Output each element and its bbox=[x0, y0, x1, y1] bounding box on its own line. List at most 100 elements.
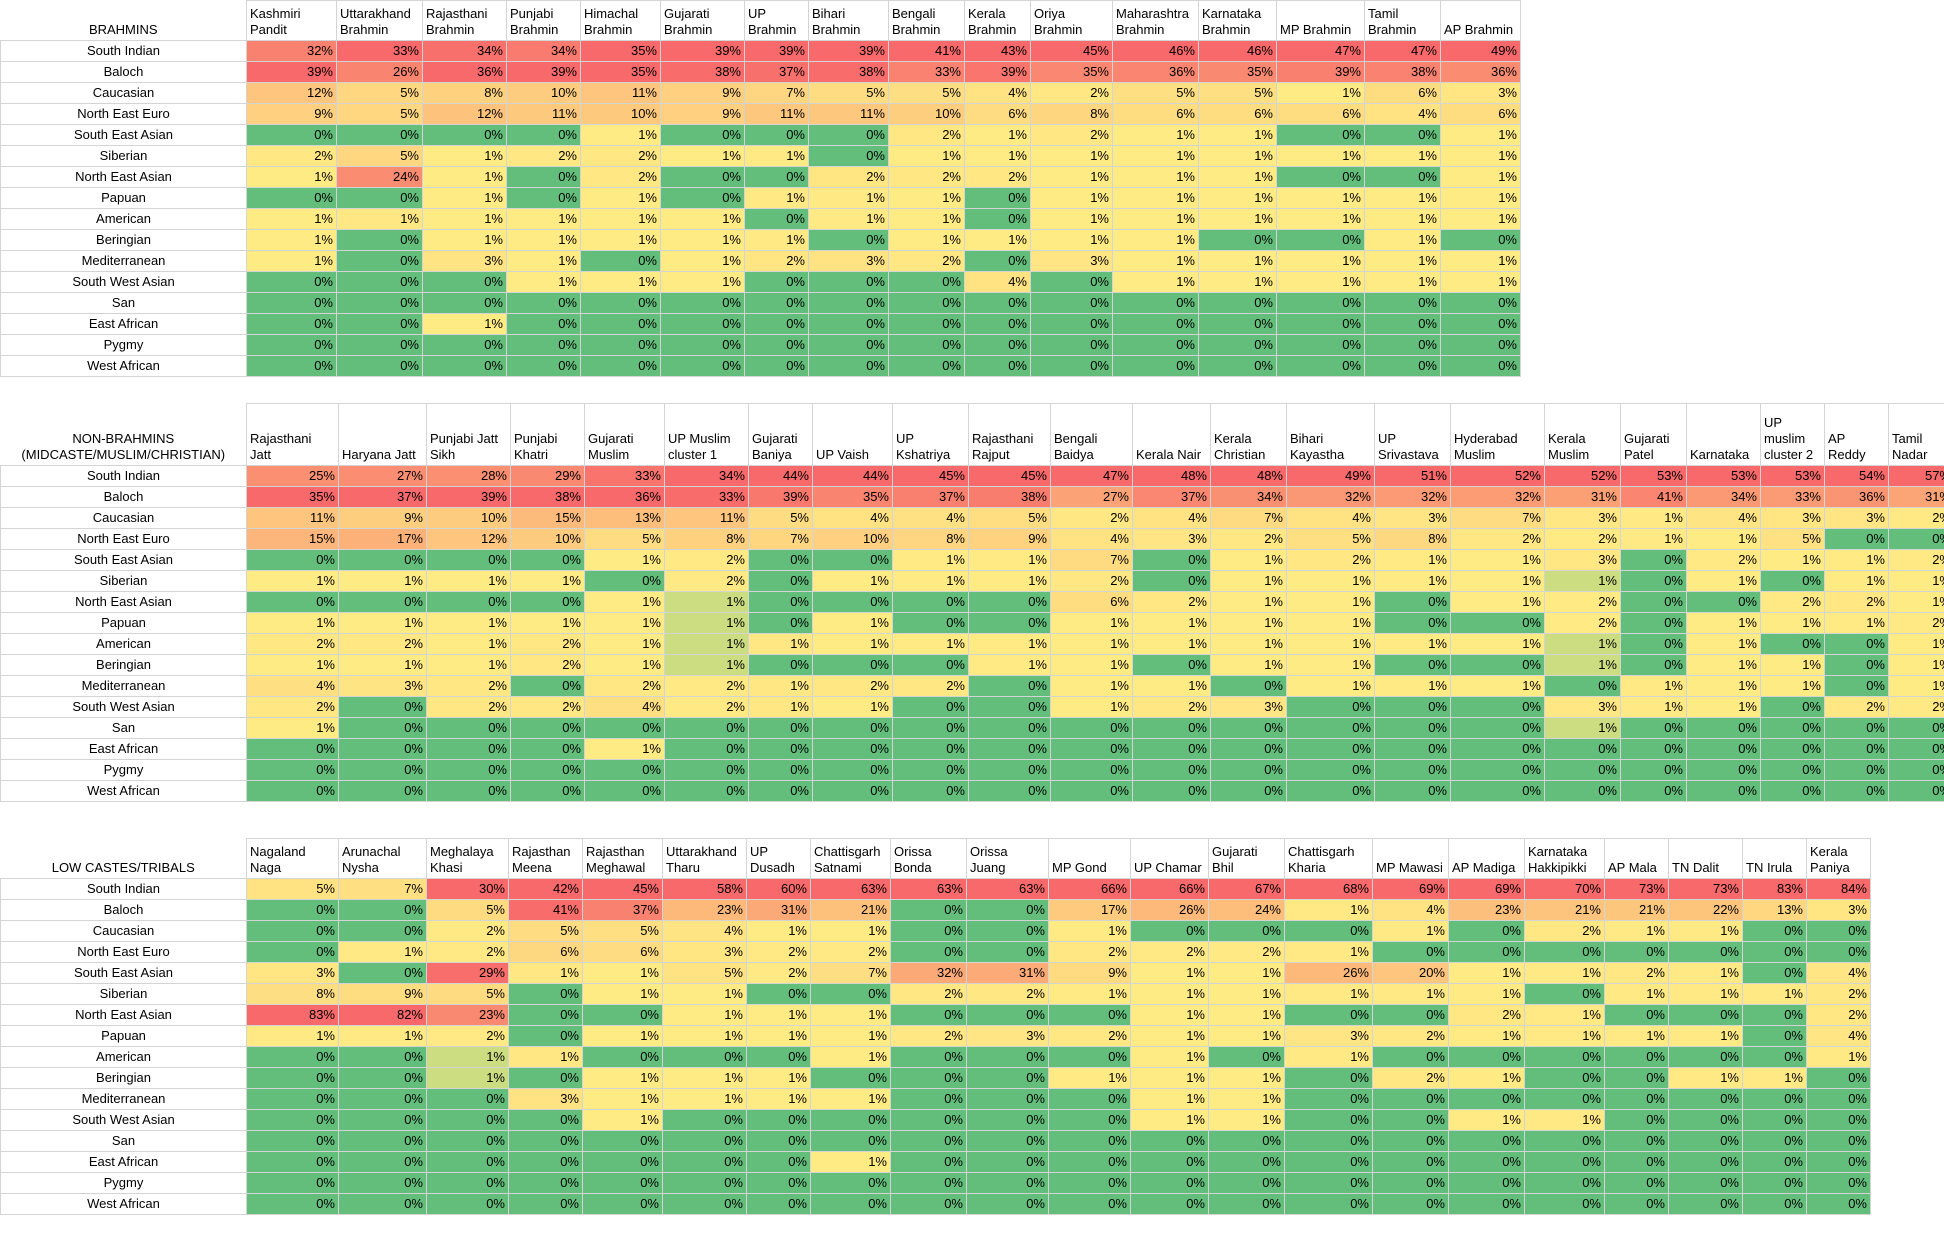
table-row: North East Euro 0% 1% 2% 6% 6% 3% 2% 2% 0% 0% 2% 2% 2… bbox=[0, 941, 1871, 963]
heatmap-cell: 0% bbox=[1208, 1172, 1285, 1194]
heatmap-cell: 1% bbox=[1050, 612, 1133, 634]
heatmap-cell: 0% bbox=[890, 1172, 967, 1194]
heatmap-cell: 0% bbox=[1742, 1193, 1807, 1215]
heatmap-cell: 11% bbox=[246, 507, 339, 529]
heatmap-cell: 0% bbox=[582, 1193, 663, 1215]
table-row: Pygmy 0% 0% 0% 0% 0% 0% 0% 0% 0% 0% 0% 0% 0% 0% 0% 0% 0% 0… bbox=[0, 1172, 1871, 1194]
column-header: Gujarati Patel bbox=[1620, 403, 1687, 466]
heatmap-cell: 1% bbox=[582, 1025, 663, 1047]
heatmap-cell: 0% bbox=[1448, 1088, 1525, 1110]
heatmap-cell: 1% bbox=[1198, 166, 1277, 188]
heatmap-cell: 1% bbox=[508, 1046, 583, 1068]
heatmap-cell: 33% bbox=[336, 40, 423, 62]
heatmap-cell: 54% bbox=[1824, 465, 1889, 487]
low-castes-table-block: LOW CASTES/TRIBALS Nagaland Naga Arunachal… bbox=[0, 838, 1871, 1215]
heatmap-cell: 0% bbox=[746, 1046, 811, 1068]
table-row: Papuan 0% 0% 1% 0% 1% 0% 1% 1% 1% 0% 1% 1% 1% 1% 1% 1% bbox=[0, 187, 1521, 209]
heatmap-cell: 1% bbox=[662, 1025, 747, 1047]
heatmap-cell: 12% bbox=[422, 103, 507, 125]
column-header: Karnataka Hakkipikki bbox=[1524, 838, 1605, 879]
heatmap-cell: 0% bbox=[1374, 759, 1451, 781]
heatmap-cell: 10% bbox=[812, 528, 893, 550]
row-label: Siberian bbox=[0, 145, 247, 167]
heatmap-cell: 0% bbox=[964, 250, 1031, 272]
heatmap-cell: 0% bbox=[1132, 654, 1211, 676]
heatmap-cell: 0% bbox=[246, 941, 339, 963]
heatmap-cell: 2% bbox=[966, 983, 1049, 1005]
heatmap-cell: 0% bbox=[506, 166, 581, 188]
heatmap-cell: 4% bbox=[812, 507, 893, 529]
column-header: Bengali Brahmin bbox=[888, 0, 965, 41]
heatmap-cell: 1% bbox=[246, 612, 339, 634]
heatmap-cell: 1% bbox=[506, 229, 581, 251]
heatmap-cell: 0% bbox=[336, 355, 423, 377]
heatmap-cell: 0% bbox=[1210, 675, 1287, 697]
heatmap-cell: 49% bbox=[1440, 40, 1521, 62]
heatmap-cell: 4% bbox=[662, 920, 747, 942]
heatmap-cell: 1% bbox=[426, 570, 511, 592]
heatmap-cell: 0% bbox=[1888, 780, 1944, 802]
heatmap-cell: 5% bbox=[508, 920, 583, 942]
heatmap-cell: 0% bbox=[1760, 759, 1825, 781]
heatmap-cell: 0% bbox=[1888, 528, 1944, 550]
heatmap-cell: 11% bbox=[664, 507, 749, 529]
heatmap-cell: 1% bbox=[1364, 145, 1441, 167]
heatmap-cell: 1% bbox=[1374, 633, 1451, 655]
heatmap-cell: 1% bbox=[1544, 654, 1621, 676]
heatmap-cell: 1% bbox=[580, 187, 661, 209]
heatmap-cell: 0% bbox=[660, 187, 745, 209]
heatmap-cell: 0% bbox=[584, 780, 665, 802]
row-label: Papuan bbox=[0, 187, 247, 209]
heatmap-cell: 1% bbox=[1742, 1067, 1807, 1089]
heatmap-cell: 0% bbox=[336, 250, 423, 272]
heatmap-cell: 1% bbox=[888, 145, 965, 167]
heatmap-cell: 2% bbox=[1544, 591, 1621, 613]
heatmap-cell: 0% bbox=[662, 1109, 747, 1131]
heatmap-cell: 31% bbox=[1888, 486, 1944, 508]
heatmap-cell: 0% bbox=[810, 1130, 891, 1152]
heatmap-cell: 0% bbox=[1450, 780, 1545, 802]
column-header: UP Muslim cluster 1 bbox=[664, 403, 749, 466]
heatmap-cell: 2% bbox=[1372, 1067, 1449, 1089]
heatmap-cell: 1% bbox=[1440, 208, 1521, 230]
heatmap-cell: 1% bbox=[662, 983, 747, 1005]
heatmap-cell: 11% bbox=[808, 103, 889, 125]
heatmap-cell: 0% bbox=[1524, 1088, 1605, 1110]
heatmap-cell: 5% bbox=[336, 145, 423, 167]
heatmap-cell: 0% bbox=[662, 1193, 747, 1215]
heatmap-cell: 0% bbox=[338, 717, 427, 739]
heatmap-cell: 0% bbox=[246, 1130, 339, 1152]
heatmap-cell: 1% bbox=[968, 570, 1051, 592]
heatmap-cell: 57% bbox=[1888, 465, 1944, 487]
heatmap-cell: 1% bbox=[808, 208, 889, 230]
row-label: North East Asian bbox=[0, 1004, 247, 1026]
heatmap-cell: 0% bbox=[1286, 696, 1375, 718]
heatmap-cell: 2% bbox=[1450, 528, 1545, 550]
heatmap-cell: 3% bbox=[1544, 696, 1621, 718]
heatmap-cell: 1% bbox=[1374, 675, 1451, 697]
heatmap-cell: 37% bbox=[892, 486, 969, 508]
heatmap-cell: 21% bbox=[1604, 899, 1669, 921]
heatmap-cell: 66% bbox=[1048, 878, 1131, 900]
heatmap-cell: 33% bbox=[664, 486, 749, 508]
heatmap-cell: 0% bbox=[890, 1193, 967, 1215]
row-label: North East Euro bbox=[0, 941, 247, 963]
heatmap-cell: 0% bbox=[1686, 717, 1761, 739]
table-row: West African 0% 0% 0% 0% 0% 0% 0% 0% 0% 0% 0% 0% 0% 0%… bbox=[0, 355, 1521, 377]
heatmap-cell: 1% bbox=[1112, 145, 1199, 167]
column-header: Tamil Nadar bbox=[1888, 403, 1944, 466]
heatmap-cell: 0% bbox=[1284, 1088, 1373, 1110]
heatmap-cell: 0% bbox=[246, 1109, 339, 1131]
heatmap-cell: 0% bbox=[1374, 612, 1451, 634]
heatmap-cell: 0% bbox=[338, 1046, 427, 1068]
heatmap-cell: 69% bbox=[1372, 878, 1449, 900]
heatmap-cell: 1% bbox=[1448, 962, 1525, 984]
heatmap-cell: 1% bbox=[584, 738, 665, 760]
heatmap-cell: 5% bbox=[1198, 82, 1277, 104]
heatmap-cell: 0% bbox=[1806, 1088, 1871, 1110]
heatmap-cell: 1% bbox=[1130, 1004, 1209, 1026]
heatmap-cell: 0% bbox=[1742, 1046, 1807, 1068]
heatmap-cell: 0% bbox=[1668, 1004, 1743, 1026]
heatmap-cell: 1% bbox=[246, 208, 337, 230]
column-header: Maharashtra Brahmin bbox=[1112, 0, 1199, 41]
